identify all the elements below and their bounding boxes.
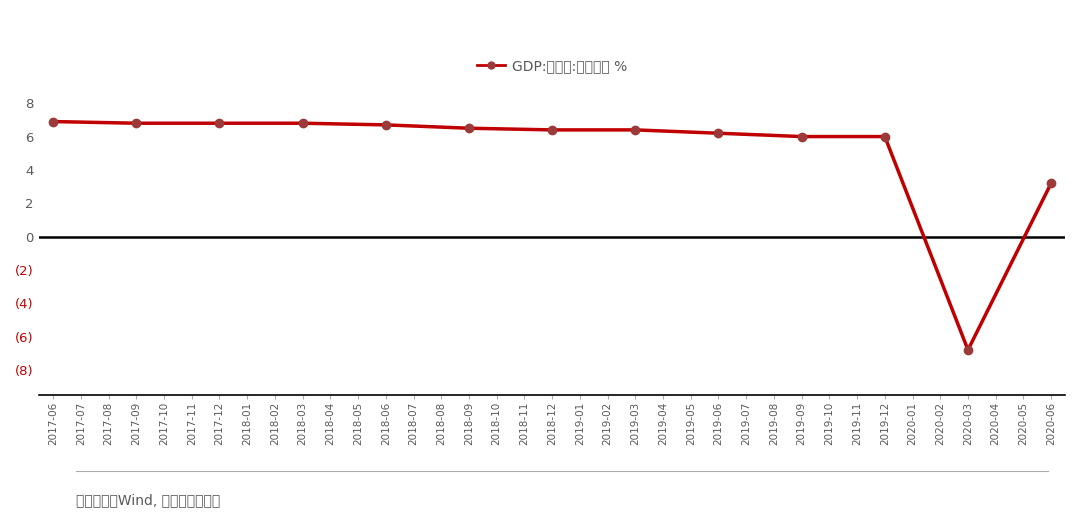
Text: 资料来源：Wind, 浙商证券研究所: 资料来源：Wind, 浙商证券研究所 bbox=[76, 493, 220, 507]
Legend: GDP:不变价:当季同比 %: GDP:不变价:当季同比 % bbox=[472, 53, 633, 78]
